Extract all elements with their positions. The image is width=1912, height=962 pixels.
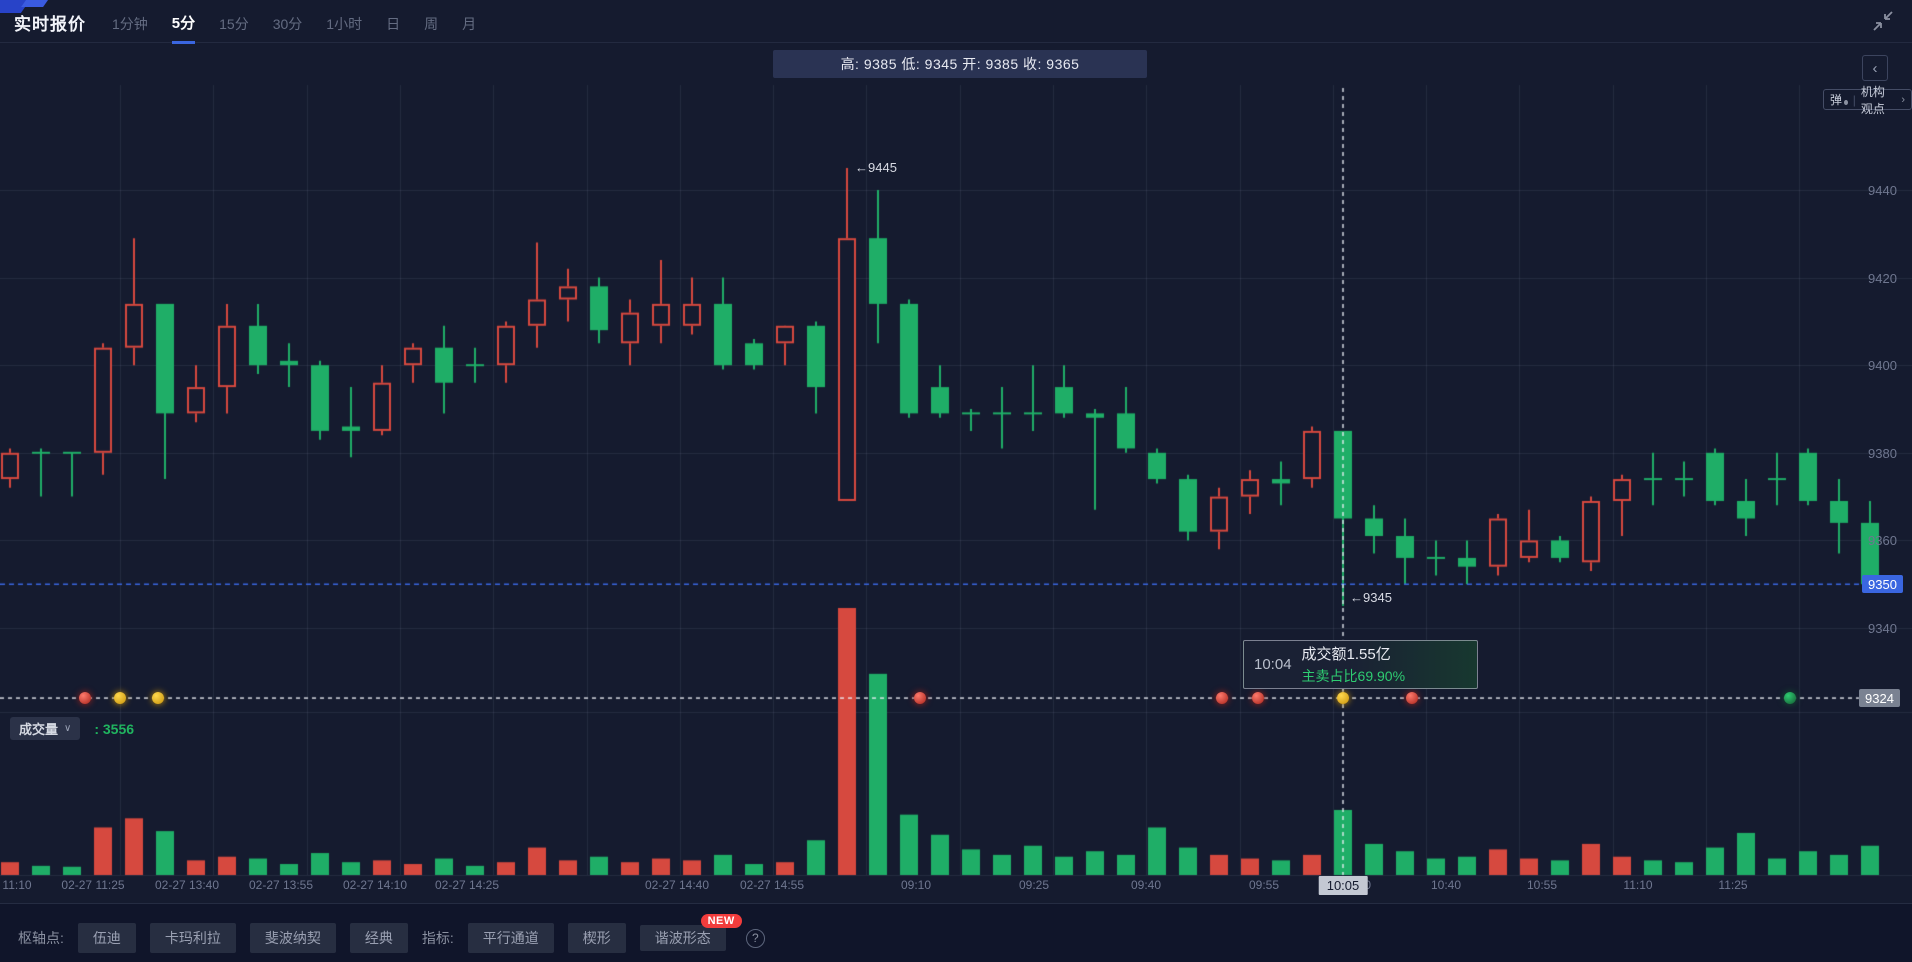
event-marker-icon[interactable] xyxy=(1406,692,1418,705)
chevron-down-icon: ∨ xyxy=(64,723,72,734)
time-tick-label: 09:10 xyxy=(900,878,932,892)
tab-week[interactable]: 周 xyxy=(424,16,439,32)
time-tick-label: 09:25 xyxy=(1018,878,1050,892)
tab-1hour[interactable]: 1小时 xyxy=(326,16,363,32)
event-marker-icon[interactable] xyxy=(1784,692,1796,705)
crosshair-time-badge: 10:05 xyxy=(1318,876,1368,895)
event-marker-icon[interactable] xyxy=(114,692,126,705)
volume-value: : 3556 xyxy=(94,720,135,737)
header-bar: 实时报价 1分钟 5分 15分 30分 1小时 日 周 月 xyxy=(0,0,1912,44)
indicator-label: 指标: xyxy=(421,930,454,946)
time-tick-label: 11:25 xyxy=(1718,878,1748,892)
time-tick-label: 02-27 11:25 xyxy=(61,878,125,892)
last-price-badge: 9350 xyxy=(1862,575,1903,593)
danmu-toggle-label[interactable]: 弹 xyxy=(1830,93,1843,107)
timeframe-tabs: 1分钟 5分 15分 30分 1小时 日 周 月 xyxy=(112,12,476,44)
time-tick-label: 11:10 xyxy=(1623,878,1653,892)
event-marker-icon[interactable] xyxy=(914,692,926,705)
tab-month[interactable]: 月 xyxy=(462,16,477,32)
ohlc-info-bar: 高: 9385 低: 9345 开: 9385 收: 9365 xyxy=(773,50,1147,78)
tab-day[interactable]: 日 xyxy=(386,16,401,32)
price-tick-label: 9380 xyxy=(1868,445,1897,461)
bubble-icon xyxy=(1844,100,1848,105)
event-marker-icon[interactable] xyxy=(79,692,91,705)
time-tick-label: 10:40 xyxy=(1430,878,1462,892)
event-marker-icon[interactable] xyxy=(1252,692,1264,705)
tab-15min[interactable]: 15分 xyxy=(219,16,249,32)
time-tick-label: 09:40 xyxy=(1130,878,1162,892)
institution-view-pill[interactable]: 弹 | 机构观点 › xyxy=(1823,85,1912,116)
price-tick-label: 9440 xyxy=(1868,183,1897,198)
new-badge: NEW xyxy=(700,914,742,928)
candle-tooltip: 10:04 成交额1.55亿 主卖占比69.90% xyxy=(1243,640,1478,689)
event-marker-icon[interactable] xyxy=(1337,692,1349,705)
collapse-icon[interactable] xyxy=(1872,10,1894,32)
price-tick-label: 9420 xyxy=(1868,270,1897,286)
tab-30min[interactable]: 30分 xyxy=(272,16,303,32)
pivot-camarilla-button[interactable]: 卡玛利拉 xyxy=(149,923,236,953)
volume-indicator-selector[interactable]: 成交量 ∨ xyxy=(10,717,81,740)
page-title: 实时报价 xyxy=(14,15,86,34)
time-tick-label: 02-27 14:55 xyxy=(739,878,805,892)
institution-view-label: 机构观点 xyxy=(1860,84,1885,116)
divider: | xyxy=(1852,92,1856,107)
price-tick-label: 9340 xyxy=(1868,621,1897,636)
price-tick-label: 9360 xyxy=(1868,533,1897,549)
time-tick-label: 02-27 14:40 xyxy=(644,878,710,892)
chevron-right-icon: › xyxy=(1901,93,1905,106)
pivot-classic-button[interactable]: 经典 xyxy=(349,923,408,953)
tooltip-turnover: 成交额1.55亿 xyxy=(1301,646,1391,663)
day-high-annotation: ←9445 xyxy=(855,160,897,175)
event-marker-icon[interactable] xyxy=(152,692,164,705)
time-tick-label: 02-27 14:25 xyxy=(434,878,500,892)
crosshair-low-annotation: ←9345 xyxy=(1350,590,1392,605)
corner-decoration xyxy=(21,0,48,7)
time-tick-label: 02-27 14:10 xyxy=(342,878,408,892)
price-tick-label: 9400 xyxy=(1868,358,1897,374)
tooltip-sell-ratio: 主卖占比69.90% xyxy=(1301,668,1406,684)
time-tick-label: 11:10 xyxy=(2,878,32,892)
pivot-woodie-button[interactable]: 伍迪 xyxy=(77,923,136,953)
pivot-fibonacci-button[interactable]: 斐波纳契 xyxy=(249,923,336,953)
time-tick-label: 09:55 xyxy=(1248,878,1280,892)
harmonic-pattern-button[interactable]: 谐波形态 xyxy=(639,925,726,951)
time-tick-label: 10:55 xyxy=(1526,878,1558,892)
side-panel-toggle-button[interactable]: ‹ xyxy=(1862,55,1888,81)
crosshair-price-badge: 9324 xyxy=(1859,689,1900,707)
tab-1min[interactable]: 1分钟 xyxy=(112,16,148,32)
pivot-points-label: 枢轴点: xyxy=(18,930,64,946)
ohlc-text: 高: 9385 低: 9345 开: 9385 收: 9365 xyxy=(840,56,1080,72)
tooltip-time: 10:04 xyxy=(1254,656,1292,673)
volume-label: 成交量 xyxy=(19,722,59,737)
event-marker-icon[interactable] xyxy=(1216,692,1228,705)
wedge-button[interactable]: 楔形 xyxy=(567,923,626,953)
help-icon[interactable]: ? xyxy=(745,928,765,948)
time-tick-label: 02-27 13:55 xyxy=(248,878,314,892)
volume-header: 成交量 ∨ : 3556 xyxy=(10,717,134,740)
tab-5min[interactable]: 5分 xyxy=(171,12,196,44)
drawing-toolbar: 枢轴点: 伍迪 卡玛利拉 斐波纳契 经典 指标: 平行通道 楔形 谐波形态 NE… xyxy=(0,903,1912,962)
time-tick-label: 02-27 13:40 xyxy=(154,878,220,892)
chevron-left-icon: ‹ xyxy=(1872,59,1878,77)
parallel-channel-button[interactable]: 平行通道 xyxy=(467,923,554,953)
